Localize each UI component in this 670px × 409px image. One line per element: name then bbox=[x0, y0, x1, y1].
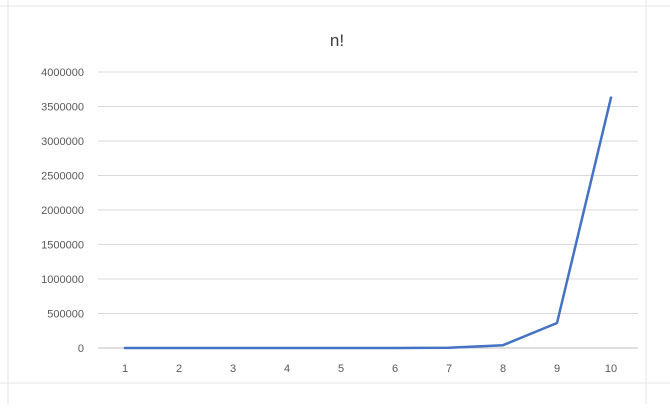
chart-title: n! bbox=[330, 31, 344, 50]
y-tick-label: 500000 bbox=[47, 309, 84, 321]
y-tick-label: 1500000 bbox=[41, 240, 84, 252]
x-tick-label: 7 bbox=[446, 363, 452, 375]
x-tick-label: 9 bbox=[554, 363, 560, 375]
x-tick-label: 10 bbox=[605, 363, 617, 375]
x-tick-label: 4 bbox=[284, 363, 290, 375]
y-axis-tick-labels: 0 500000 1000000 1500000 2000000 2500000 30000… bbox=[41, 67, 84, 355]
x-tick-label: 3 bbox=[230, 363, 236, 375]
y-tick-label: 3500000 bbox=[41, 102, 84, 114]
x-tick-label: 6 bbox=[392, 363, 398, 375]
series-line bbox=[125, 98, 611, 348]
series-group bbox=[125, 98, 611, 349]
x-tick-label: 8 bbox=[500, 363, 506, 375]
y-tick-label: 2000000 bbox=[41, 205, 84, 217]
y-tick-label: 4000000 bbox=[41, 67, 84, 79]
y-tick-label: 1000000 bbox=[41, 274, 84, 286]
x-axis-tick-labels: 1 2 3 4 5 6 7 8 9 10 bbox=[122, 363, 617, 375]
x-tick-label: 2 bbox=[176, 363, 182, 375]
x-tick-label: 5 bbox=[338, 363, 344, 375]
x-tick-label: 1 bbox=[122, 363, 128, 375]
y-tick-label: 2500000 bbox=[41, 171, 84, 183]
y-tick-label: 0 bbox=[78, 343, 84, 355]
y-gridlines bbox=[98, 72, 638, 348]
y-tick-label: 3000000 bbox=[41, 136, 84, 148]
